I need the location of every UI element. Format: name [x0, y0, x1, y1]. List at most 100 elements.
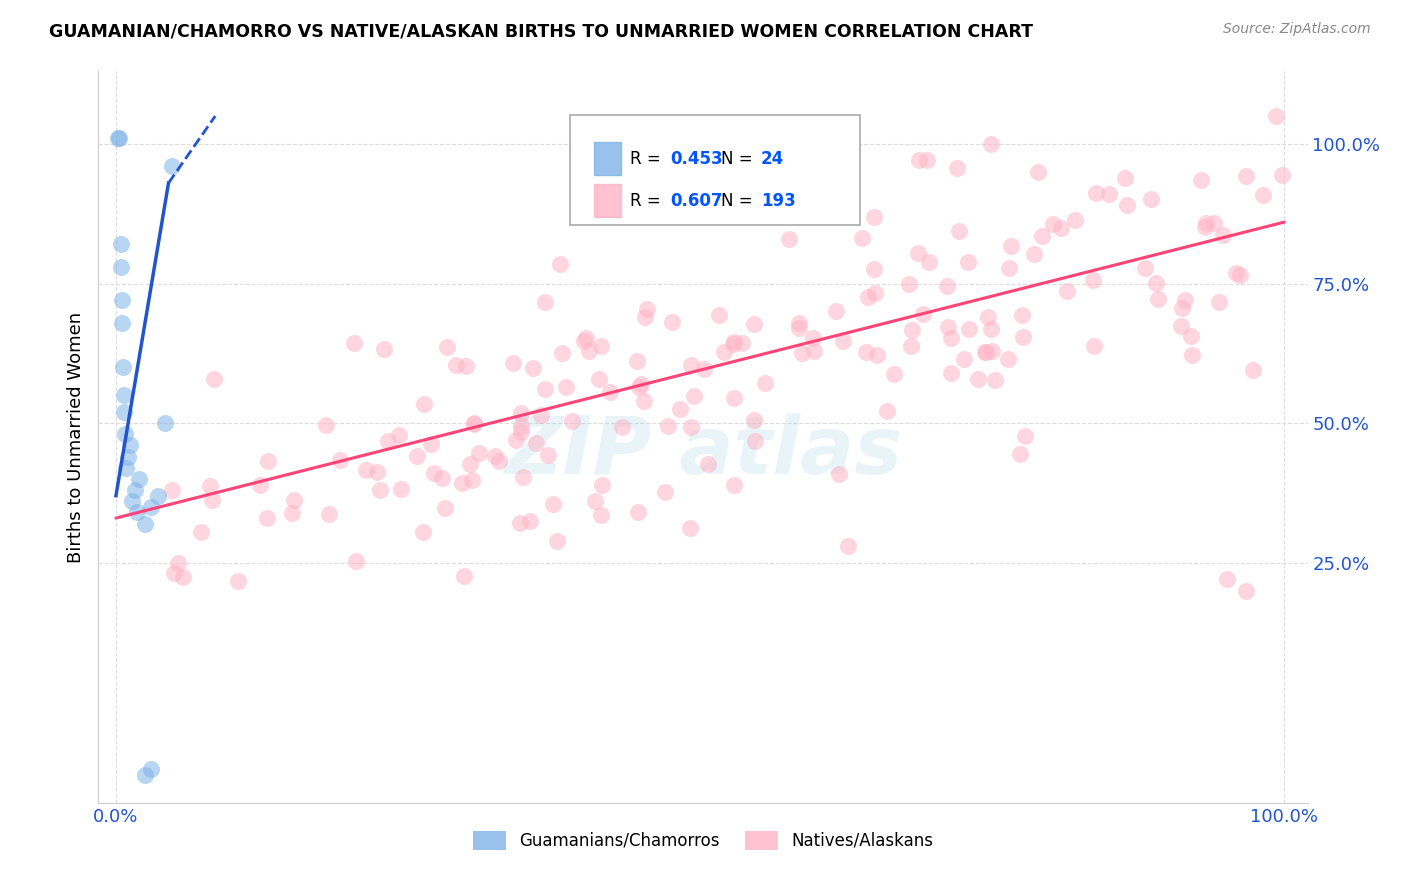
Point: [974, 344, 997, 359]
Point: [918, 255, 941, 269]
Point: [115, 460, 138, 475]
Point: [997, 352, 1019, 367]
Point: [502, 356, 524, 370]
Point: [1008, 447, 1031, 461]
Point: [468, 446, 491, 460]
Point: [550, 257, 572, 271]
Point: [388, 428, 411, 442]
Point: [591, 478, 613, 492]
Point: [412, 524, 434, 539]
Point: [436, 340, 458, 354]
Point: [111, 360, 134, 375]
Point: [1225, 266, 1247, 280]
Point: [789, 316, 811, 330]
Point: [121, 494, 143, 508]
Point: [1056, 285, 1078, 299]
Point: [1116, 198, 1139, 212]
Point: [1170, 301, 1192, 315]
Point: [787, 321, 810, 335]
Point: [941, 366, 963, 380]
Point: [1140, 192, 1163, 206]
Point: [1208, 295, 1230, 310]
Point: [389, 482, 412, 496]
Point: [114, 427, 136, 442]
Point: [283, 493, 305, 508]
Point: [863, 210, 886, 224]
Point: [484, 449, 506, 463]
Point: [512, 469, 534, 483]
Point: [681, 359, 703, 373]
Point: [160, 483, 183, 497]
Point: [167, 556, 190, 570]
Point: [110, 260, 132, 274]
Point: [578, 344, 600, 359]
Point: [936, 320, 959, 334]
Point: [835, 209, 858, 223]
Point: [377, 434, 399, 449]
Point: [669, 402, 692, 417]
Point: [825, 304, 848, 318]
Point: [1064, 213, 1087, 227]
Point: [1195, 216, 1218, 230]
Text: Source: ZipAtlas.com: Source: ZipAtlas.com: [1223, 22, 1371, 37]
Point: [682, 389, 704, 403]
Point: [453, 569, 475, 583]
Point: [112, 388, 135, 402]
Point: [636, 302, 658, 317]
Point: [146, 489, 169, 503]
Point: [1212, 228, 1234, 243]
Point: [1081, 273, 1104, 287]
Text: 24: 24: [761, 150, 785, 168]
Point: [588, 372, 610, 386]
Point: [1031, 228, 1053, 243]
Point: [249, 478, 271, 492]
Point: [1194, 220, 1216, 235]
Text: N =: N =: [721, 192, 758, 210]
Point: [139, 762, 162, 776]
Point: [939, 331, 962, 345]
Point: [803, 344, 825, 359]
Point: [1180, 329, 1202, 343]
Point: [373, 342, 395, 356]
Point: [876, 404, 898, 418]
Point: [1022, 247, 1045, 261]
Point: [575, 330, 598, 344]
Point: [1241, 363, 1264, 377]
Point: [723, 335, 745, 350]
Point: [430, 471, 453, 485]
Point: [433, 500, 456, 515]
Point: [366, 465, 388, 479]
Point: [522, 361, 544, 376]
Point: [1026, 164, 1049, 178]
Point: [423, 467, 446, 481]
Legend: Guamanians/Chamorros, Natives/Alaskans: Guamanians/Chamorros, Natives/Alaskans: [465, 824, 941, 856]
Point: [534, 382, 557, 396]
Point: [1012, 330, 1035, 344]
Point: [633, 310, 655, 324]
Point: [446, 358, 468, 372]
Point: [315, 418, 337, 433]
Point: [1251, 188, 1274, 202]
Point: [851, 231, 873, 245]
Point: [915, 153, 938, 168]
Point: [118, 438, 141, 452]
Point: [957, 322, 980, 336]
Point: [837, 539, 859, 553]
Point: [1042, 217, 1064, 231]
Point: [354, 463, 377, 477]
Point: [628, 380, 651, 394]
Point: [1085, 186, 1108, 201]
Point: [1014, 429, 1036, 443]
Point: [723, 392, 745, 406]
Point: [1083, 339, 1105, 353]
Point: [1011, 308, 1033, 322]
Point: [329, 452, 352, 467]
Point: [907, 245, 929, 260]
Point: [1234, 169, 1257, 183]
Point: [139, 500, 162, 514]
Point: [153, 416, 176, 430]
Point: [591, 508, 613, 522]
Point: [281, 506, 304, 520]
Point: [599, 385, 621, 400]
Point: [721, 337, 744, 351]
